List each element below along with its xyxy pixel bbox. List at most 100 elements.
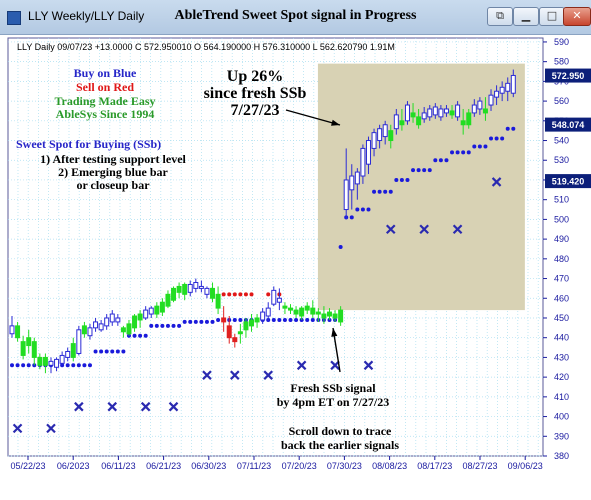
title-bar[interactable]: LLY Weekly/LLY Daily AbleTrend Sweet Spo… <box>0 0 591 35</box>
candle <box>165 290 171 309</box>
support-dot <box>377 189 382 194</box>
candle <box>187 280 193 297</box>
y-tick-label: 590 <box>554 37 569 47</box>
resistance-dot <box>221 292 226 297</box>
y-tick-label: 400 <box>554 412 569 422</box>
candle-body <box>254 317 260 323</box>
candle <box>87 323 93 340</box>
price-marker-label: 572.950 <box>552 71 585 81</box>
candle <box>143 306 149 320</box>
candle-body <box>132 315 138 329</box>
support-dot <box>143 333 148 338</box>
candle <box>154 302 160 318</box>
candle-body <box>449 110 455 116</box>
candle <box>226 316 232 344</box>
candle <box>427 105 433 121</box>
sweet-spot-line3: or closeup bar <box>76 178 150 192</box>
signal-cross <box>202 370 212 380</box>
candle-body <box>109 313 115 323</box>
support-dot <box>294 317 299 322</box>
support-dot <box>433 158 438 163</box>
candle-body <box>304 305 310 311</box>
ohlc-info-line: LLY Daily 09/07/23 +13.0000 C 572.950010… <box>17 42 395 52</box>
candle <box>293 306 299 318</box>
legend-ablesys: AbleSys Since 1994 <box>55 107 155 121</box>
candle <box>210 282 216 303</box>
signal-cross <box>419 224 429 235</box>
price-marker-label: 519.420 <box>552 177 585 187</box>
candle-body <box>31 341 37 358</box>
close-button[interactable]: ✕ <box>563 7 591 26</box>
price-chart[interactable]: 380 390 400 410 420 430 440 450 460 470 480 490 500 5… <box>0 34 591 500</box>
candle-body <box>488 94 494 106</box>
x-tick-label: 08/27/23 <box>462 461 497 471</box>
candle-body <box>126 323 132 335</box>
price-marker-box <box>545 174 591 189</box>
signal-cross <box>12 423 23 434</box>
candle <box>510 69 516 98</box>
support-dot <box>238 317 243 322</box>
cross-stroke <box>202 370 212 380</box>
cross-stroke <box>296 360 307 371</box>
candle-body <box>98 323 104 331</box>
candle-body <box>104 317 110 327</box>
candle-body <box>371 132 377 149</box>
candle-body <box>271 289 277 305</box>
candle-body <box>249 319 255 327</box>
signal-cross <box>491 177 502 187</box>
support-dot <box>210 319 215 324</box>
candle <box>438 105 444 121</box>
candle-body <box>260 311 266 321</box>
maximize-button[interactable]: □ <box>539 7 565 26</box>
support-dot <box>438 158 443 163</box>
candle-body <box>198 285 204 289</box>
candle-body <box>410 112 416 118</box>
candle-body <box>293 309 299 315</box>
candle-body <box>59 354 65 364</box>
candle <box>126 319 132 336</box>
candle-body <box>232 337 238 343</box>
callout-up-line2: since fresh SSb <box>203 85 307 102</box>
candle-body <box>282 305 288 309</box>
y-tick-label: 580 <box>554 57 569 67</box>
x-tick-label: 06/11/23 <box>101 461 135 471</box>
signal-cross <box>385 224 396 235</box>
cross-stroke <box>385 224 396 235</box>
candle <box>282 302 288 315</box>
minimize-button[interactable]: ▁ <box>513 7 539 26</box>
candle <box>81 321 87 338</box>
sweet-spot-line2: 2) Emerging blue bar <box>58 165 168 179</box>
support-dot <box>160 323 165 328</box>
candle-body <box>310 307 316 315</box>
candle <box>204 286 210 299</box>
candle <box>70 337 76 362</box>
candle <box>399 108 405 131</box>
support-dot <box>277 317 282 322</box>
support-dot <box>505 126 510 131</box>
candle <box>132 314 138 332</box>
candle-body <box>210 287 216 299</box>
cross-stroke <box>330 360 340 371</box>
candle-body <box>159 301 165 313</box>
candle <box>466 108 472 129</box>
support-dot <box>388 189 393 194</box>
y-tick-label: 450 <box>554 313 569 323</box>
candle <box>271 286 277 307</box>
candle-body <box>443 108 449 114</box>
x-tick-label: 05/22/23 <box>10 461 45 471</box>
support-dot <box>372 189 377 194</box>
candle-body <box>455 104 461 118</box>
candle-body <box>137 313 143 321</box>
y-tick-label: 430 <box>554 352 569 362</box>
candle-body <box>399 120 405 126</box>
signal-cross <box>230 370 240 380</box>
candle-body <box>321 313 327 319</box>
y-tick-label: 440 <box>554 333 569 343</box>
candle-body <box>349 175 355 191</box>
resistance-dot <box>266 292 271 297</box>
support-dot <box>82 363 87 368</box>
candle <box>410 103 416 123</box>
restore-button[interactable]: ⧉ <box>487 7 513 26</box>
support-dot <box>204 319 209 324</box>
